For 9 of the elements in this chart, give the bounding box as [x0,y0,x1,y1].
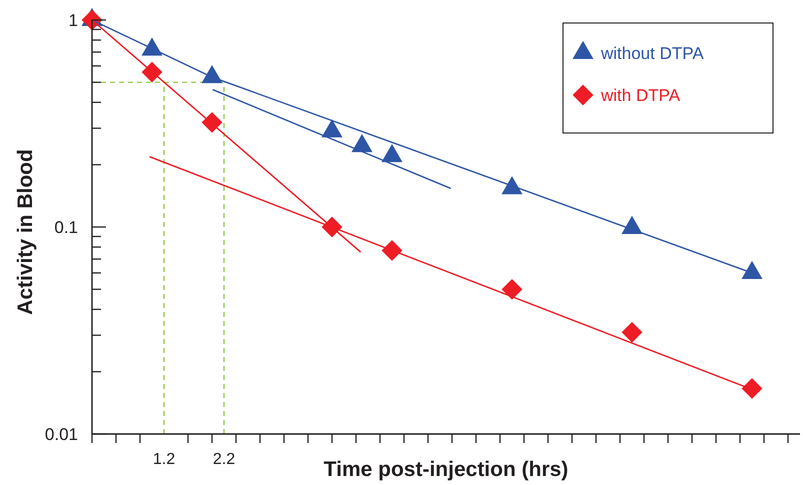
legend-label: with DTPA [600,86,681,105]
y-axis-title: Activity in Blood [14,149,37,315]
x-axis-title: Time post-injection (hrs) [324,458,568,481]
y-tick-label: 1 [68,11,78,30]
y-tick-label: 0.1 [54,218,78,237]
legend-label: without DTPA [600,44,704,63]
y-tick-label: 0.01 [44,425,78,444]
x-tick-label: 2.2 [212,451,236,468]
x-tick-label: 1.2 [152,451,176,468]
